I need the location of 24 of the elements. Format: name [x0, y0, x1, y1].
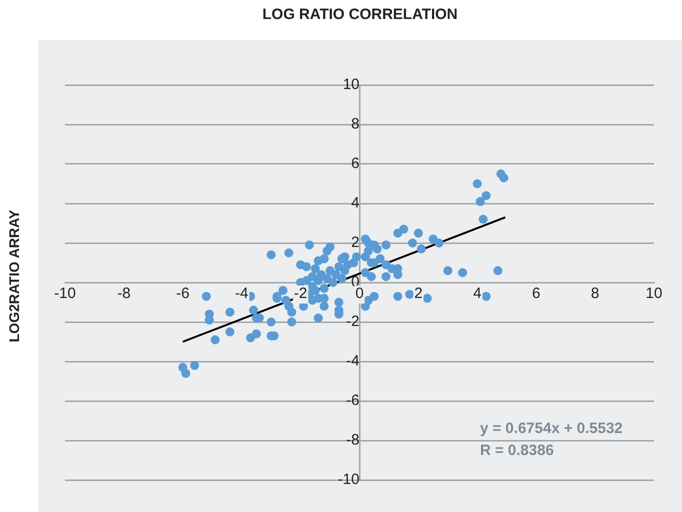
x-tick-label: 2 [414, 285, 423, 302]
y-tick-label: 2 [351, 234, 360, 252]
y-tick-label: 10 [342, 76, 360, 94]
y-tick-label: 4 [351, 194, 360, 212]
annotation: y = 0.6754x + 0.5532 [480, 419, 623, 439]
x-tick-label: -4 [235, 285, 248, 302]
y-axis-title: LOG2RATIO ARRAY [6, 210, 22, 342]
x-tick-label: 6 [532, 285, 540, 302]
x-tick-label: 8 [590, 285, 600, 302]
y-tick-label: -4 [346, 352, 360, 370]
y-tick-label: -10 [338, 471, 360, 488]
y-tick-label: 6 [351, 155, 360, 172]
y-tick-label: -6 [346, 392, 360, 410]
x-tick-label: 4 [473, 285, 482, 302]
y-tick-label: -8 [346, 432, 360, 449]
annotation: R = 0.8386 [480, 441, 555, 461]
x-tick-label: -10 [54, 285, 76, 302]
chart-title: LOG RATIO CORRELATION [261, 6, 459, 23]
x-tick-label: -8 [117, 285, 131, 302]
y-tick-label: 8 [351, 116, 360, 133]
x-tick-label: -2 [294, 285, 308, 302]
x-tick-label: -6 [176, 285, 190, 302]
x-tick-label: 10 [646, 285, 662, 302]
y-tick-label: -2 [346, 313, 360, 330]
